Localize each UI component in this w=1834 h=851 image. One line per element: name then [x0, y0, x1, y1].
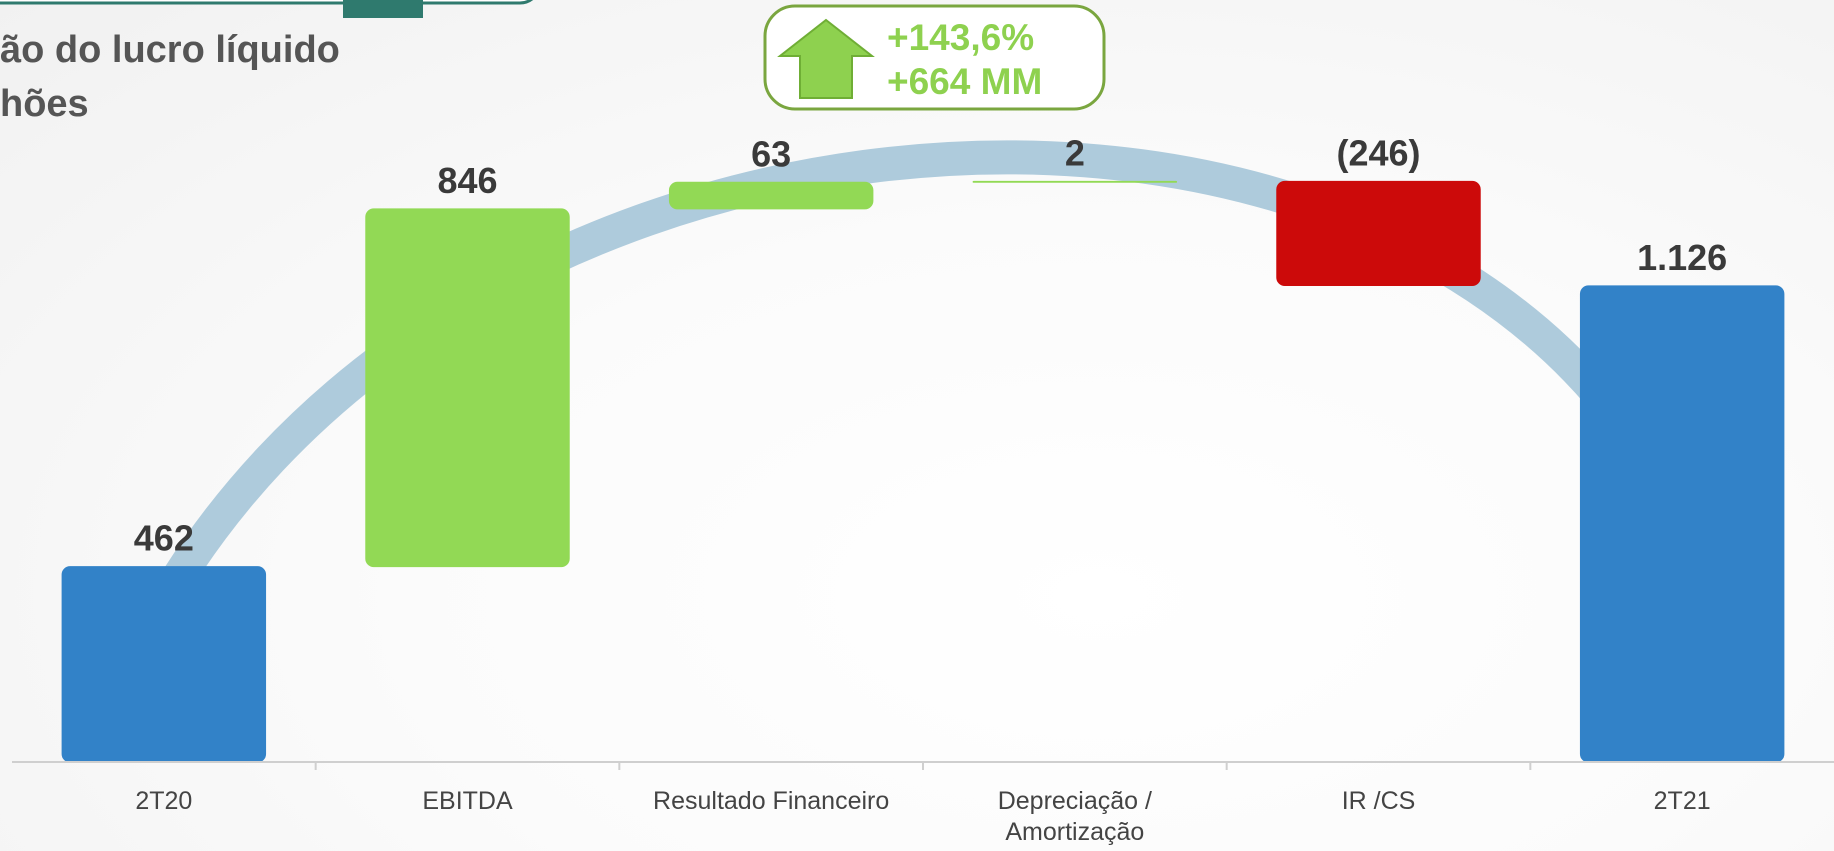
x-tick-label: IR /CS	[1341, 787, 1416, 815]
x-tick-label: 2T21	[1653, 787, 1711, 815]
x-tick-label: 2T20	[135, 787, 193, 815]
header-box	[0, 0, 534, 5]
header-tab	[343, 0, 423, 18]
x-tick-label: EBITDA	[422, 787, 513, 815]
title-line: ão do lucro líquido	[0, 29, 340, 71]
bar	[1579, 285, 1785, 763]
bars	[61, 180, 1785, 763]
data-label: (246)	[1336, 132, 1420, 173]
bar	[365, 208, 570, 568]
x-tick-label: Resultado Financeiro	[653, 787, 890, 815]
title-line: hões	[0, 83, 89, 125]
bar	[61, 566, 267, 763]
bar	[972, 180, 1178, 183]
annotation: +143,6%	[887, 17, 1034, 58]
data-label: 63	[751, 133, 791, 174]
data-label: 462	[134, 518, 194, 559]
x-tick-label: Depreciação / Amortização	[997, 787, 1152, 846]
data-label: 2	[1065, 132, 1085, 173]
bar	[668, 181, 874, 210]
data-label: 1.126	[1637, 237, 1727, 278]
annotation: +664 MM	[887, 61, 1042, 102]
data-label: 846	[437, 160, 497, 201]
up-arrow-icon	[777, 18, 875, 99]
bar	[1276, 180, 1481, 286]
